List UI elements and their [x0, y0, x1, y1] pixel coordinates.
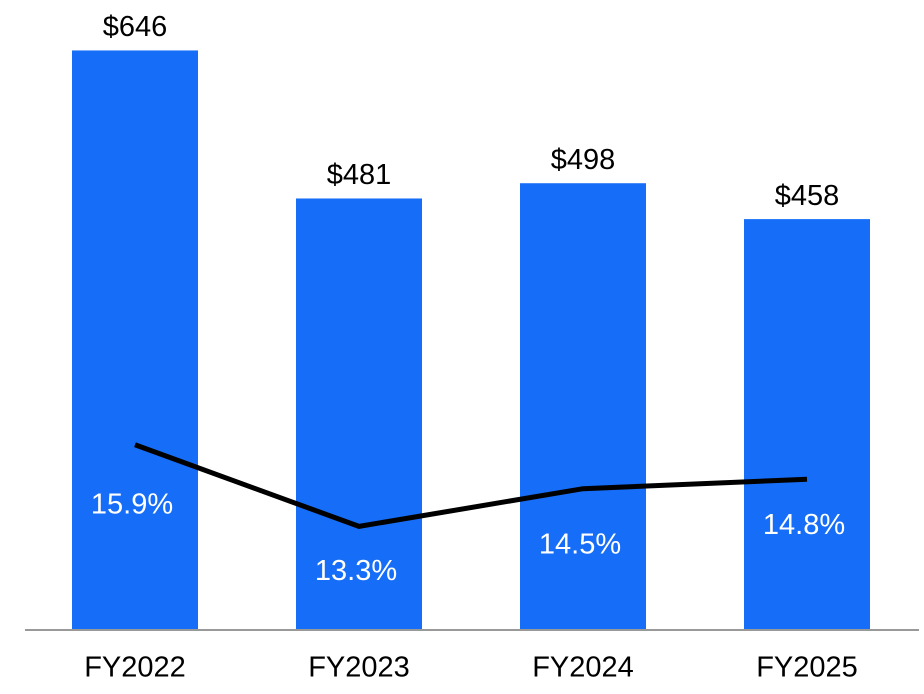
- line-value-label: 13.3%: [315, 555, 397, 587]
- bar: [520, 183, 646, 631]
- bar-value-label: $458: [775, 180, 840, 212]
- bar: [72, 50, 198, 630]
- x-tick-label: FY2024: [532, 652, 634, 684]
- line-value-label: 14.8%: [763, 509, 845, 541]
- line-value-label: 15.9%: [91, 488, 173, 520]
- x-tick-label: FY2025: [756, 652, 858, 684]
- bar: [296, 198, 422, 630]
- bar-value-label: $481: [327, 159, 392, 191]
- line-value-label: 14.5%: [539, 528, 621, 560]
- line: [134, 442, 808, 529]
- bar-value-label: $498: [551, 144, 616, 176]
- bar-value-label: $646: [103, 11, 168, 43]
- x-tick-label: FY2022: [84, 652, 186, 684]
- x-tick-label: FY2023: [308, 652, 410, 684]
- bar: [744, 219, 870, 630]
